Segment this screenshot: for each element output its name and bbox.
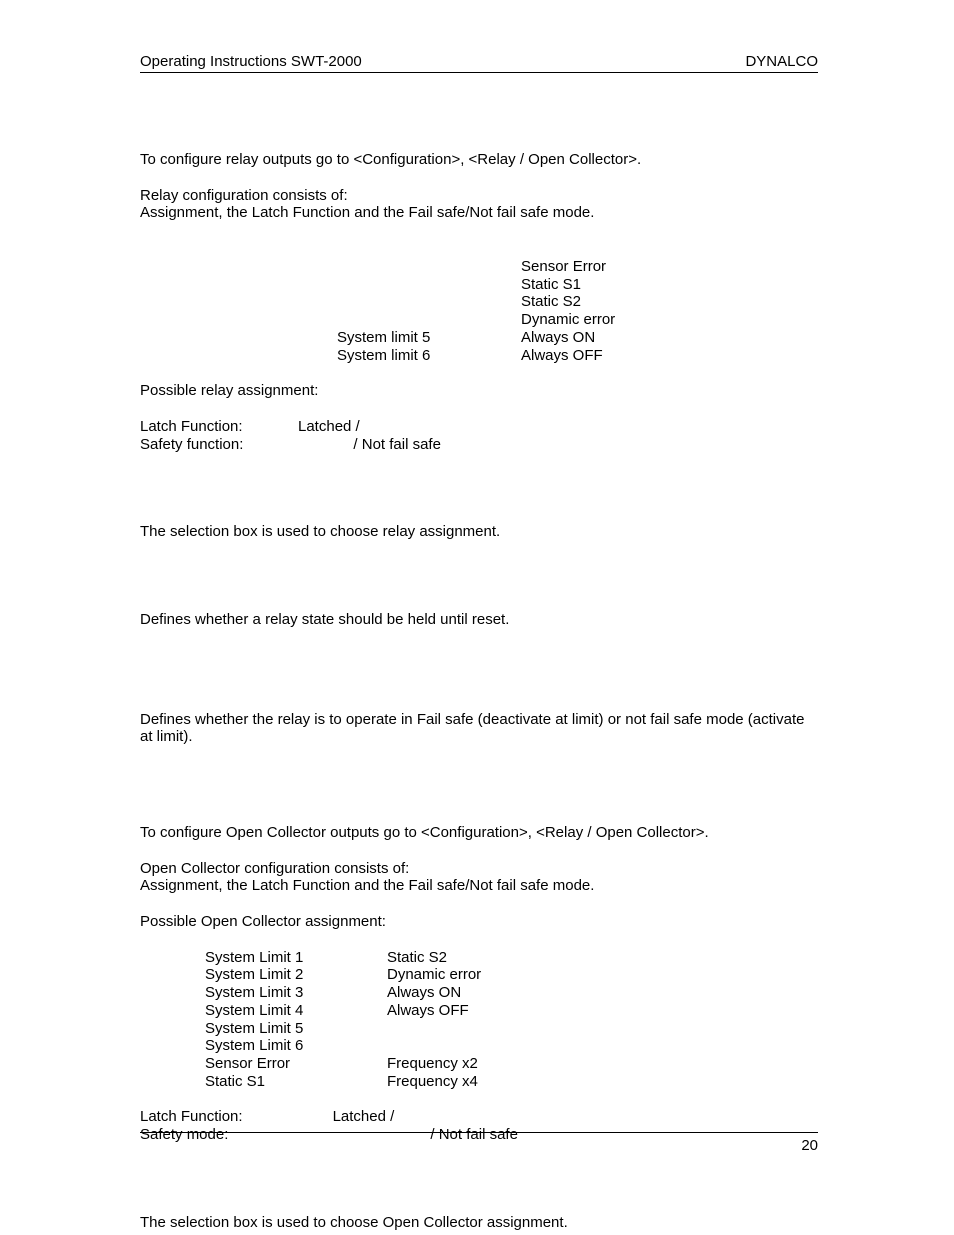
doc-title: Operating Instructions SWT-2000 [140, 53, 362, 70]
relay-config-intro-2: Assignment, the Latch Function and the F… [140, 204, 818, 222]
page-footer: 20 [140, 1132, 818, 1154]
relay-assign-c3-2: Static S2 [521, 293, 818, 311]
oc-config-nav: To configure Open Collector outputs go t… [140, 824, 818, 842]
relay-latch-row: Latch Function: Latched / [140, 418, 818, 436]
page-header: Operating Instructions SWT-2000 DYNALCO [140, 53, 818, 73]
relay-config-intro-1: Relay configuration consists of: [140, 187, 818, 205]
relay-assign-c2-1: System limit 6 [337, 347, 521, 365]
relay-assignment-list: Possible relay assignment: System limit … [140, 258, 818, 400]
oc-c1-5: System Limit 6 [205, 1037, 387, 1055]
oc-c1-6: Sensor Error [205, 1055, 387, 1073]
relay-assign-c3-3: Dynamic error [521, 311, 818, 329]
relay-safety-row: Safety function: / Not fail safe [140, 436, 818, 454]
oc-possible-label: Possible Open Collector assignment: [140, 913, 818, 931]
relay-assign-note: The selection box is used to choose rela… [140, 523, 818, 541]
oc-c1-1: System Limit 2 [205, 966, 387, 984]
relay-safety-value: / Not fail safe [243, 436, 441, 454]
oc-c2-3: Always OFF [387, 1002, 818, 1020]
relay-latch-value: Latched / [298, 418, 360, 436]
relay-latch-note: Defines whether a relay state should be … [140, 611, 818, 629]
relay-assign-c3-5: Always OFF [521, 347, 818, 365]
relay-assign-c3-1: Static S1 [521, 276, 818, 294]
doc-brand: DYNALCO [745, 53, 818, 70]
oc-latch-row: Latch Function: Latched / [140, 1108, 818, 1126]
page: Operating Instructions SWT-2000 DYNALCO … [0, 0, 954, 1235]
oc-c1-0: System Limit 1 [205, 949, 387, 967]
page-content: To configure relay outputs go to <Config… [140, 73, 818, 1231]
oc-c2-7: Frequency x4 [387, 1073, 818, 1091]
oc-c2-5 [387, 1037, 818, 1055]
oc-config-intro-1: Open Collector configuration consists of… [140, 860, 818, 878]
relay-safety-note: Defines whether the relay is to operate … [140, 711, 818, 746]
oc-c2-2: Always ON [387, 984, 818, 1002]
oc-c2-4 [387, 1020, 818, 1038]
oc-latch-label: Latch Function: [140, 1108, 243, 1126]
oc-c1-4: System Limit 5 [205, 1020, 387, 1038]
oc-c1-2: System Limit 3 [205, 984, 387, 1002]
relay-assignment-label: Possible relay assignment: [140, 382, 337, 400]
relay-assign-c2-0: System limit 5 [337, 329, 521, 347]
oc-c2-1: Dynamic error [387, 966, 818, 984]
oc-assignment-list: System Limit 1 System Limit 2 System Lim… [140, 949, 818, 1091]
oc-latch-value: Latched / [243, 1108, 395, 1126]
oc-config-intro-2: Assignment, the Latch Function and the F… [140, 877, 818, 895]
oc-c2-0: Static S2 [387, 949, 818, 967]
oc-c1-7: Static S1 [205, 1073, 387, 1091]
relay-config-nav: To configure relay outputs go to <Config… [140, 151, 818, 169]
relay-assign-c3-4: Always ON [521, 329, 818, 347]
oc-c1-3: System Limit 4 [205, 1002, 387, 1020]
oc-assign-note: The selection box is used to choose Open… [140, 1214, 818, 1232]
oc-c2-6: Frequency x2 [387, 1055, 818, 1073]
relay-assign-c3-0: Sensor Error [521, 258, 818, 276]
relay-latch-label: Latch Function: [140, 418, 298, 436]
relay-safety-label: Safety function: [140, 436, 243, 454]
page-number: 20 [801, 1137, 818, 1154]
